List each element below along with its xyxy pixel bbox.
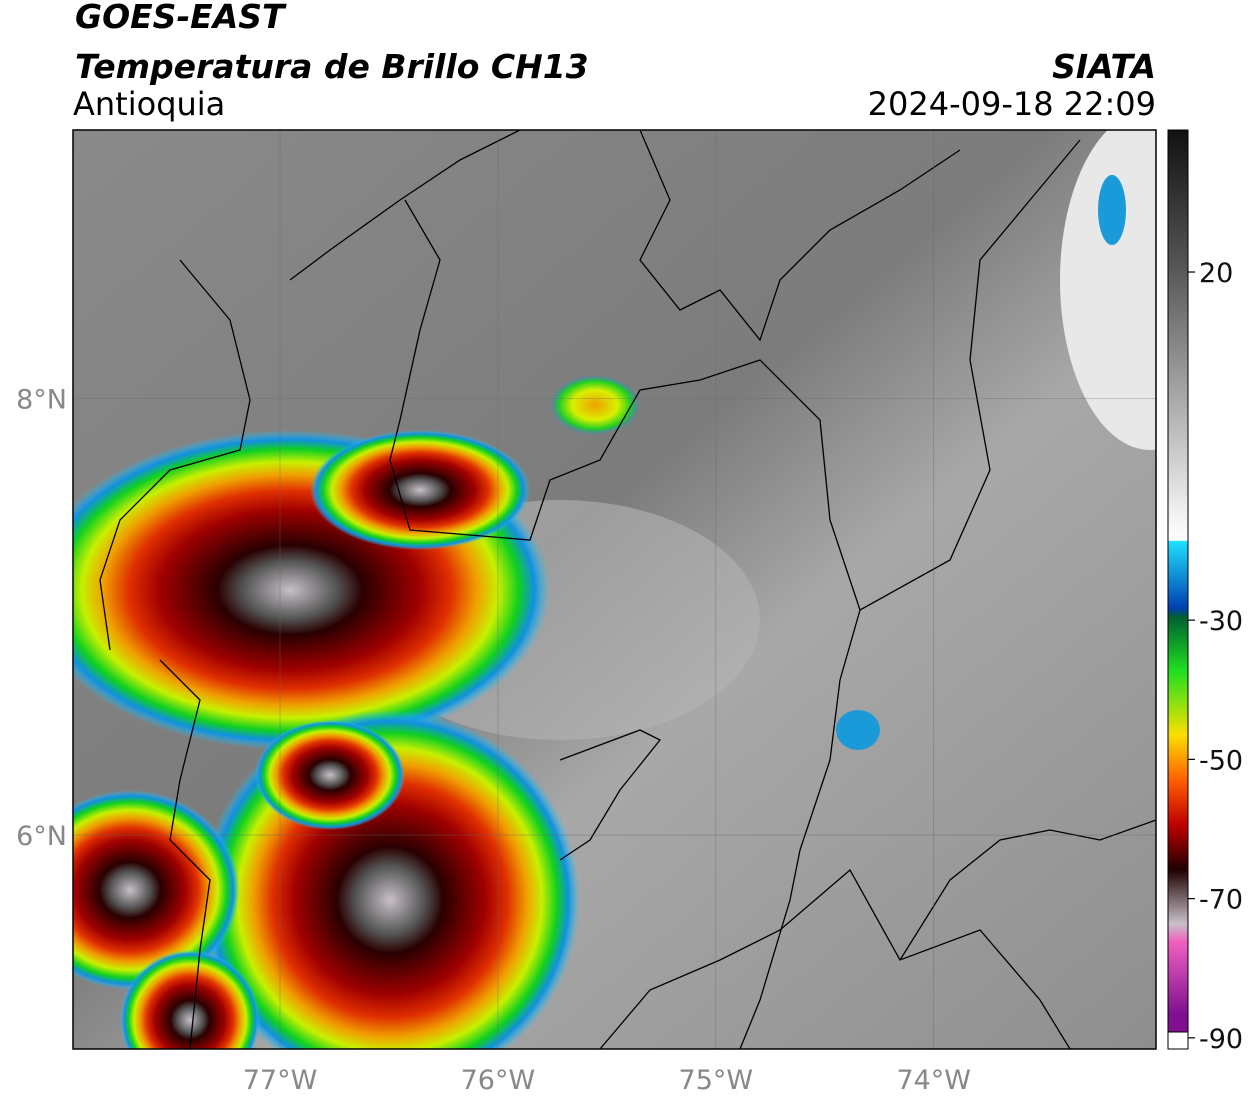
colorbar-tick-label: -70 bbox=[1199, 885, 1243, 916]
title: GOES-EAST bbox=[75, 0, 287, 36]
x-tick-label: 77°W bbox=[243, 1065, 318, 1096]
colorbar-frame bbox=[1167, 129, 1189, 1050]
colorbar-tick-label: -50 bbox=[1199, 745, 1243, 776]
x-tick-label: 76°W bbox=[461, 1065, 536, 1096]
source: SIATA bbox=[1052, 47, 1156, 86]
region: Antioquia bbox=[73, 85, 225, 123]
colorbar-tick-label: -30 bbox=[1199, 606, 1243, 637]
x-tick-label: 75°W bbox=[679, 1065, 754, 1096]
y-tick-label: 6°N bbox=[16, 821, 67, 852]
map-image bbox=[73, 130, 1156, 1049]
x-tick-label: 74°W bbox=[896, 1065, 971, 1096]
colorbar-tick-label: 20 bbox=[1199, 258, 1233, 289]
colorbar bbox=[1168, 130, 1188, 1032]
y-tick-label: 8°N bbox=[16, 384, 67, 415]
subtitle: Temperatura de Brillo CH13 bbox=[75, 47, 589, 86]
datetime: 2024-09-18 22:09 bbox=[868, 85, 1156, 123]
colorbar-tick-label: -90 bbox=[1199, 1024, 1243, 1055]
grid bbox=[73, 130, 1156, 1049]
map-frame bbox=[72, 129, 1157, 1050]
colorbar-out-of-range bbox=[1167, 1031, 1189, 1050]
